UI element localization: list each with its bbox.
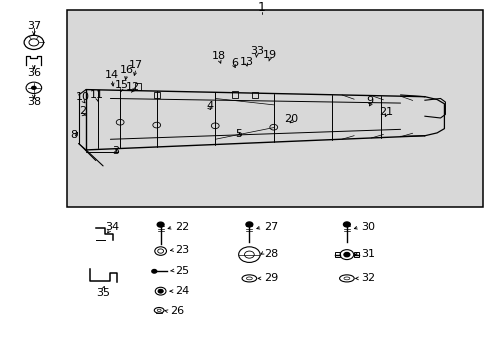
Text: 23: 23 [175,245,189,255]
Text: 8: 8 [70,130,77,140]
Text: 20: 20 [283,114,297,124]
Text: 35: 35 [96,288,110,298]
Circle shape [157,222,163,227]
Bar [135,83,141,90]
Text: 5: 5 [235,129,242,139]
Text: 3: 3 [112,146,119,156]
Text: 38: 38 [27,97,41,107]
Text: 4: 4 [206,100,213,111]
Text: 34: 34 [104,222,119,232]
Text: 17: 17 [129,60,143,70]
Text: 12: 12 [126,82,140,92]
Bar [232,91,238,98]
Text: 11: 11 [90,90,104,100]
Circle shape [343,222,349,227]
Text: 15: 15 [114,80,128,90]
Text: 22: 22 [175,222,189,232]
Text: 28: 28 [264,248,278,258]
Text: 30: 30 [361,222,375,232]
Circle shape [343,252,349,257]
Bar [154,92,160,99]
Text: 32: 32 [361,273,375,283]
Text: 31: 31 [361,248,375,258]
Text: 2: 2 [79,106,86,116]
Text: 16: 16 [119,65,133,75]
Text: 33: 33 [249,46,263,55]
Text: 14: 14 [104,71,119,80]
Bar [334,252,339,257]
Circle shape [158,290,162,293]
Bar [353,252,358,257]
Text: 26: 26 [170,306,184,316]
Text: 25: 25 [175,266,189,276]
Bar [251,92,257,99]
Text: 29: 29 [264,273,278,283]
Text: 19: 19 [262,50,276,60]
Text: 10: 10 [76,92,89,102]
Text: 13: 13 [240,57,253,67]
Circle shape [152,270,157,273]
Circle shape [245,222,252,227]
Text: 18: 18 [212,50,226,60]
Bar [66,10,483,207]
Text: 9: 9 [366,96,373,106]
Circle shape [31,86,37,90]
Text: 6: 6 [231,58,238,68]
Text: 27: 27 [264,222,278,232]
Text: 1: 1 [257,1,265,14]
Text: 36: 36 [27,68,41,77]
Text: 21: 21 [378,107,392,117]
Text: 37: 37 [27,21,41,31]
Text: 24: 24 [175,286,189,296]
